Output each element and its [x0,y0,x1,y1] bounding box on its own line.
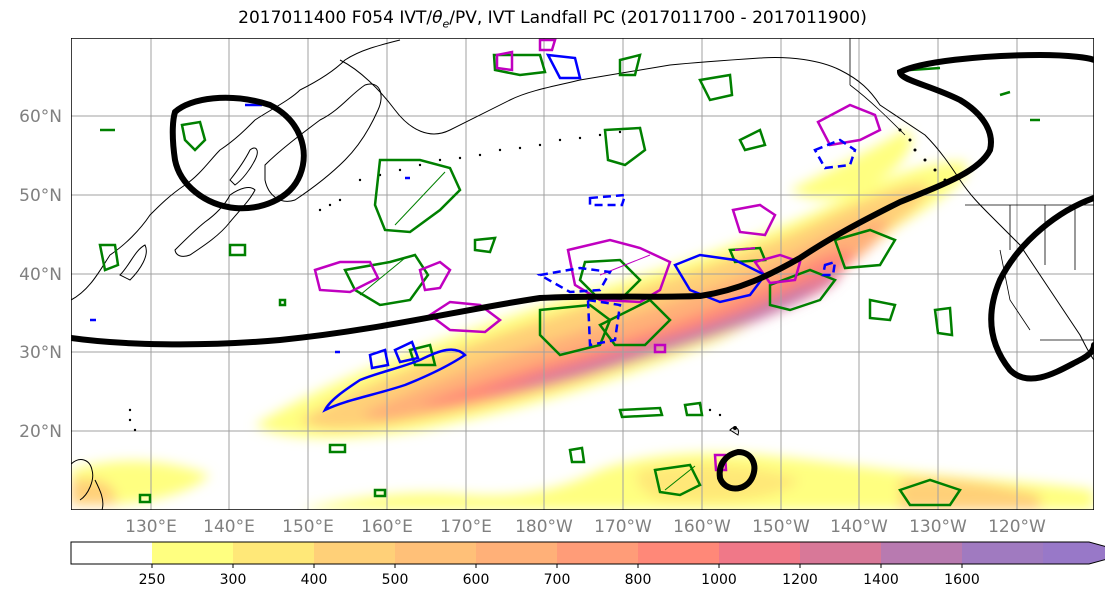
colorbar-segment [638,542,720,564]
pv-negative-contours [90,53,767,413]
lon-label-170e: 170°E [440,517,492,537]
colorbar-tick-label: 700 [544,572,571,588]
lon-label-170w: 170°W [594,517,652,537]
colorbar-tick-label: 1600 [944,572,980,588]
lon-label-160w: 160°W [673,517,731,537]
lon-label-130w: 130°W [909,517,967,537]
lat-label-30: 30°N [19,343,62,363]
lat-label-20: 20°N [19,422,62,442]
chart-title: 2017011400 F054 IVT/θe/PV, IVT Landfall … [238,8,867,31]
ivt-shading [71,130,1094,510]
colorbar-outline [70,541,1105,565]
colorbar: 250 300 400 500 600 700 800 1000 1200 1400 1600 [70,541,1105,588]
colorbar-tick-label: 1400 [863,572,899,588]
lon-label-150w: 150°W [752,517,810,537]
colorbar-segment [800,542,882,564]
colorbar-segment [962,542,1044,564]
colorbar-segment [557,542,639,564]
colorbar-tick-label: 800 [625,572,652,588]
colorbar-tick-label: 1200 [782,572,818,588]
lon-label-130e: 130°E [125,517,177,537]
colorbar-tick-label: 300 [220,572,247,588]
colorbar-segment [233,542,315,564]
colorbar-tick-label: 1000 [701,572,737,588]
lon-label-140e: 140°E [203,517,255,537]
colorbar-extend-arrow [1043,542,1105,564]
colorbar-segment [152,542,234,564]
colorbar-segment [395,542,477,564]
colorbar-tick-label: 250 [139,572,166,588]
lon-label-150e: 150°E [282,517,334,537]
lon-label-140w: 140°W [830,517,888,537]
longitude-labels: 130°E 140°E 150°E 160°E 170°E 180°W 170°… [125,517,1046,537]
colorbar-tick-label: 500 [382,572,409,588]
colorbar-tick-label: 600 [463,572,490,588]
colorbar-segment [71,542,153,564]
lon-label-120w: 120°W [988,517,1046,537]
colorbar-segment [314,542,396,564]
lat-label-60: 60°N [19,107,62,127]
theta-e-contours [98,53,1040,507]
pv-negative-dashed [536,138,857,347]
colorbar-tick-label: 400 [301,572,328,588]
lat-label-50: 50°N [19,186,62,206]
map-area [71,38,1094,510]
pc-contours [71,51,1094,492]
colorbar-segment [476,542,558,564]
boundaries [849,38,1094,341]
lon-label-160e: 160°E [361,517,413,537]
lon-label-180w: 180°W [515,517,573,537]
coastlines [71,39,1094,510]
latitude-labels: 60°N 50°N 40°N 30°N 20°N [19,107,62,442]
colorbar-segment [881,542,963,564]
pv-positive-contours [313,38,882,472]
colorbar-segment [719,542,801,564]
lat-label-40: 40°N [19,265,62,285]
